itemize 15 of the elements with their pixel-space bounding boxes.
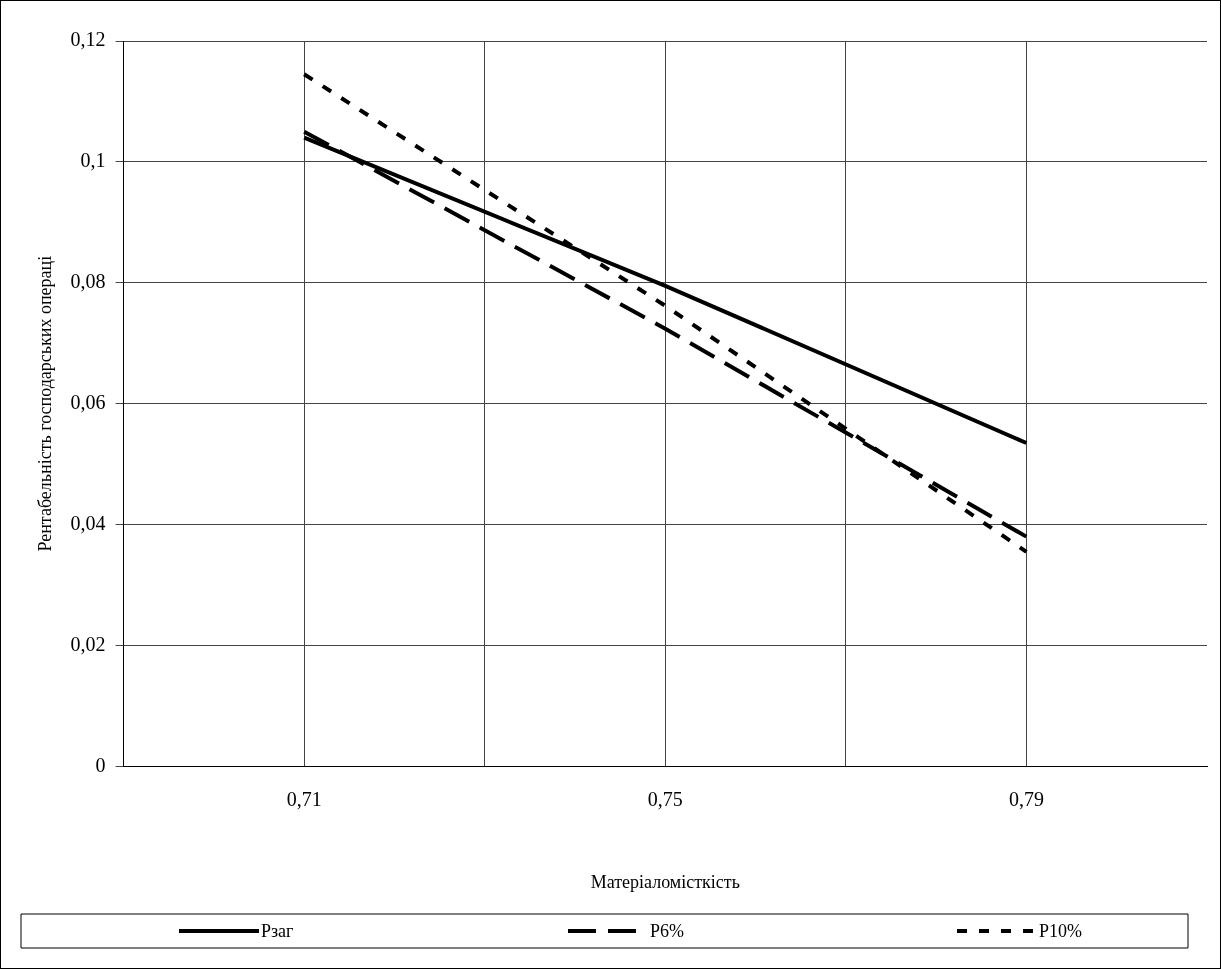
legend-label: Pзаг (261, 920, 294, 941)
y-tick-label: 0,06 (70, 390, 106, 413)
y-tick-label: 0,1 (80, 149, 106, 172)
y-tick-label: 0,02 (70, 632, 106, 655)
x-axis-title: Матеріаломісткість (590, 871, 740, 892)
x-tick-label: 0,79 (1008, 787, 1044, 810)
y-tick-label: 0,04 (70, 511, 106, 534)
y-tick-label: 0 (95, 753, 106, 776)
y-tick-label: 0,08 (70, 270, 106, 293)
y-tick-label: 0,12 (70, 28, 106, 51)
x-tick-label: 0,75 (647, 787, 683, 810)
y-axis-title: Рентабельність господарських операці (34, 255, 55, 552)
legend-label: P6% (650, 920, 685, 941)
x-tick-label: 0,71 (286, 787, 322, 810)
legend-label: P10% (1039, 920, 1083, 941)
